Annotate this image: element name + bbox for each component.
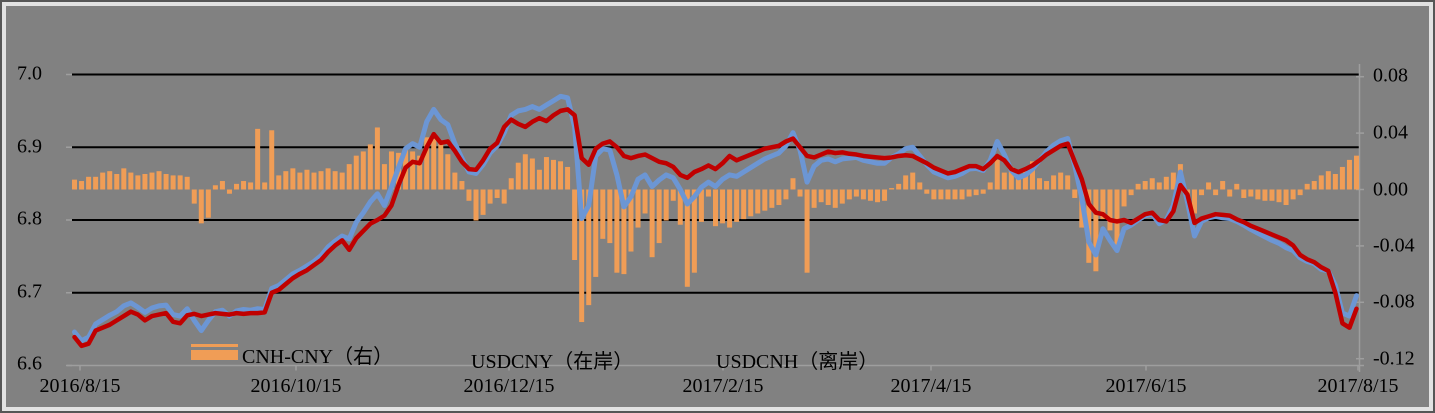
left-axis-tick: 6.7 (17, 280, 42, 303)
left-axis-tick: 7.0 (17, 62, 42, 85)
x-axis-tick: 2016/10/15 (250, 375, 342, 397)
chart-canvas (66, 64, 1364, 372)
x-axis-tick: 2016/8/15 (39, 375, 121, 397)
legend-label-cnh-cny-spread: CNH-CNY（右） (242, 346, 394, 368)
left-axis-tick: 6.6 (17, 352, 42, 375)
x-axis-tick: 2017/4/15 (890, 375, 972, 397)
legend-label-usdcny: USDCNY（在岸） (471, 351, 634, 373)
right-axis-tick: -0.04 (1373, 234, 1415, 257)
right-axis-tick: -0.08 (1373, 290, 1415, 313)
left-axis-tick: 6.8 (17, 207, 42, 230)
chart-area: 7.0 6.9 6.8 6.7 6.6 0.08 0.04 0.00 -0.04… (6, 6, 1429, 407)
right-axis-tick: 0.00 (1373, 178, 1408, 201)
legend-bar-swatch (191, 344, 238, 360)
x-axis-tick: 2017/8/15 (1317, 375, 1399, 397)
legend-label-usdcnh: USDCNH（离岸） (716, 351, 879, 373)
legend-swatch-line (191, 347, 238, 350)
left-axis-tick: 6.9 (17, 135, 42, 158)
x-axis-tick: 2017/2/15 (682, 375, 764, 397)
right-axis-tick: 0.04 (1373, 121, 1408, 144)
x-axis-tick: 2016/12/15 (463, 375, 555, 397)
x-axis-tick: 2017/6/15 (1105, 375, 1187, 397)
right-axis-tick: 0.08 (1373, 64, 1408, 87)
right-axis-tick: -0.12 (1373, 347, 1415, 370)
